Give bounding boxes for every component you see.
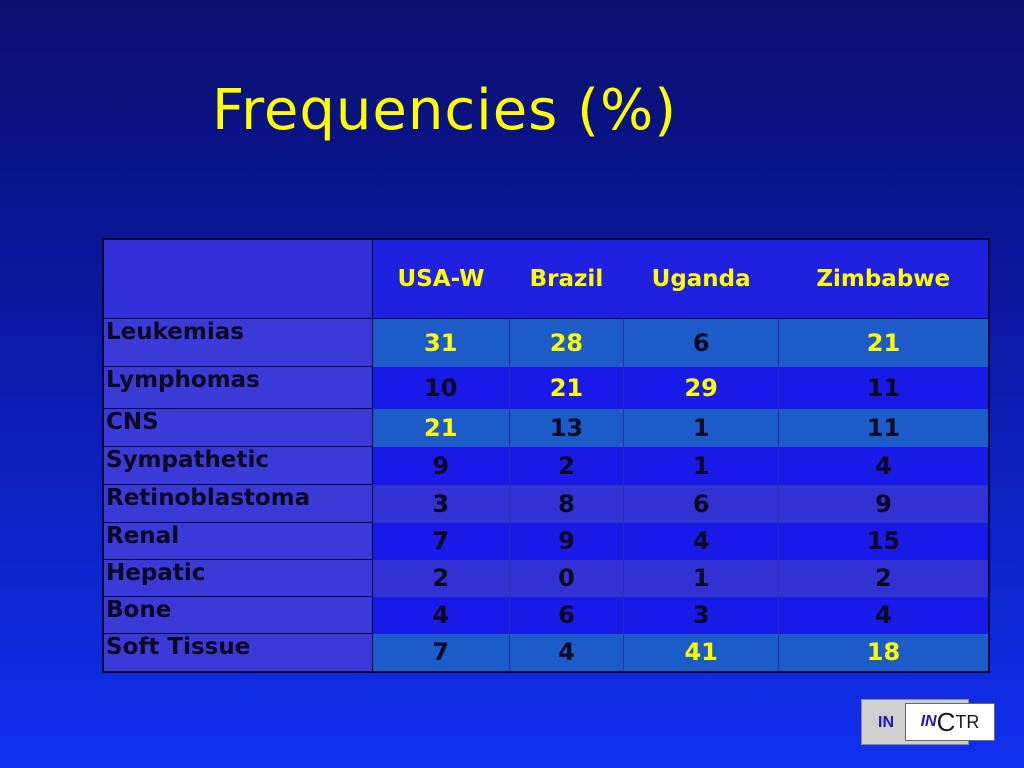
- value-cell: 4: [778, 446, 990, 485]
- value-cell: 6: [623, 484, 779, 523]
- value-cell: 6: [623, 318, 779, 367]
- value-cell: 11: [778, 366, 990, 409]
- column-header-zimbabwe: Zimbabwe: [778, 239, 989, 319]
- value-cell: 2: [778, 559, 990, 597]
- table-row: Leukemias 31 28 6 21: [103, 318, 990, 367]
- logo-in-text: IN: [920, 713, 937, 730]
- value-cell: 4: [778, 596, 990, 634]
- value-cell: 4: [372, 596, 510, 634]
- value-cell: 41: [623, 633, 779, 672]
- value-cell: 21: [509, 366, 625, 409]
- row-label: Bone: [103, 596, 373, 634]
- row-label: CNS: [103, 408, 373, 447]
- logo-tr-text: TR: [955, 711, 980, 732]
- logo-front-card: IN C TR: [905, 703, 995, 741]
- value-cell: 11: [778, 408, 990, 447]
- table-corner-cell: [103, 239, 373, 319]
- row-label: Hepatic: [103, 559, 373, 597]
- value-cell: 10: [372, 366, 510, 409]
- slide-title: Frequencies (%): [212, 78, 678, 143]
- row-label: Retinoblastoma: [103, 484, 373, 523]
- value-cell: 9: [509, 522, 625, 560]
- table-row: Renal 7 9 4 15: [103, 522, 990, 560]
- value-cell: 0: [509, 559, 625, 597]
- value-cell: 4: [509, 633, 625, 672]
- value-cell: 8: [509, 484, 625, 523]
- table-row: Soft Tissue 7 4 41 18: [103, 633, 990, 672]
- table-row: CNS 21 13 1 11: [103, 408, 990, 447]
- value-cell: 7: [372, 633, 510, 672]
- value-cell: 28: [509, 318, 625, 367]
- table-header-row: USA-W Brazil Uganda Zimbabwe: [103, 239, 989, 319]
- value-cell: 3: [372, 484, 510, 523]
- logo-c-letter: C: [936, 706, 956, 737]
- table-row: Lymphomas 10 21 29 11: [103, 366, 990, 409]
- row-label: Soft Tissue: [103, 633, 373, 672]
- table-row: Retinoblastoma 3 8 6 9: [103, 484, 990, 523]
- value-cell: 2: [372, 559, 510, 597]
- value-cell: 18: [778, 633, 990, 672]
- value-cell: 1: [623, 559, 779, 597]
- column-header-usa-w: USA-W: [372, 239, 510, 319]
- inctr-logo: IN IN C TR: [861, 699, 995, 745]
- row-label: Sympathetic: [103, 446, 373, 485]
- table-body: Leukemias 31 28 6 21 Lymphomas 10 21 29 11 CNS 21 13…: [103, 318, 990, 672]
- value-cell: 31: [372, 318, 510, 367]
- value-cell: 2: [509, 446, 625, 485]
- row-label: Lymphomas: [103, 366, 373, 409]
- frequency-table: USA-W Brazil Uganda Zimbabwe Leukemias 31…: [102, 238, 990, 673]
- row-label: Renal: [103, 522, 373, 560]
- value-cell: 1: [623, 408, 779, 447]
- value-cell: 6: [509, 596, 625, 634]
- column-header-brazil: Brazil: [509, 239, 624, 319]
- value-cell: 4: [623, 522, 779, 560]
- value-cell: 9: [372, 446, 510, 485]
- value-cell: 21: [778, 318, 990, 367]
- value-cell: 7: [372, 522, 510, 560]
- value-cell: 21: [372, 408, 510, 447]
- value-cell: 3: [623, 596, 779, 634]
- value-cell: 15: [778, 522, 990, 560]
- table-row: Sympathetic 9 2 1 4: [103, 446, 990, 485]
- value-cell: 1: [623, 446, 779, 485]
- table-row: Bone 4 6 3 4: [103, 596, 990, 634]
- value-cell: 29: [623, 366, 779, 409]
- value-cell: 13: [509, 408, 625, 447]
- logo-back-text: IN: [878, 714, 894, 731]
- value-cell: 9: [778, 484, 990, 523]
- table-row: Hepatic 2 0 1 2: [103, 559, 990, 597]
- column-header-uganda: Uganda: [623, 239, 779, 319]
- row-label: Leukemias: [103, 318, 373, 367]
